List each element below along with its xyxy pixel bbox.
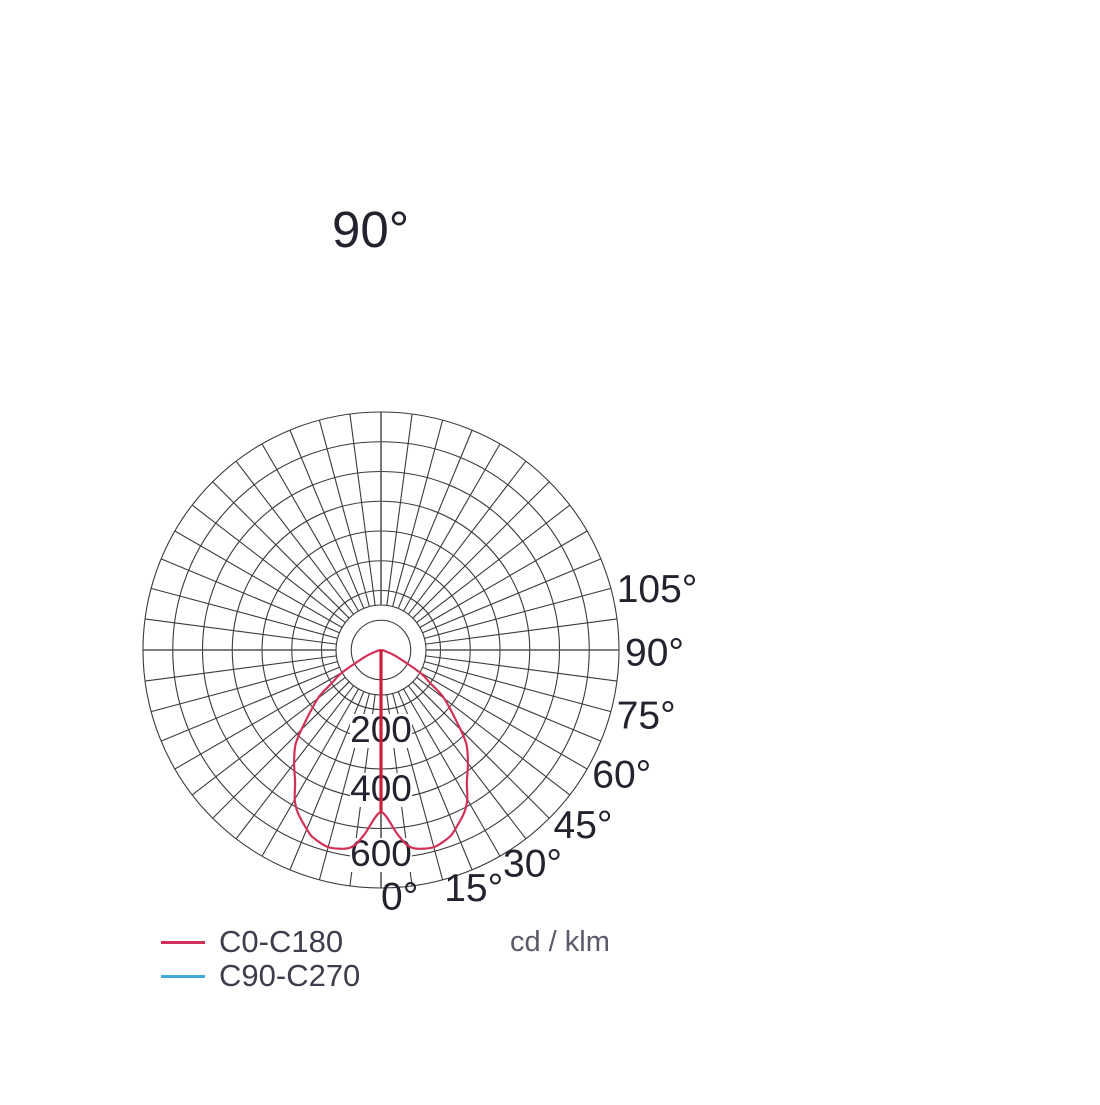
svg-text:15°: 15° (444, 867, 503, 910)
svg-text:60°: 60° (592, 753, 651, 796)
svg-text:0°: 0° (381, 875, 418, 918)
svg-text:90°: 90° (625, 631, 684, 674)
svg-text:30°: 30° (503, 843, 562, 886)
svg-text:105°: 105° (617, 568, 698, 611)
svg-text:45°: 45° (554, 804, 613, 847)
svg-text:75°: 75° (617, 694, 676, 737)
